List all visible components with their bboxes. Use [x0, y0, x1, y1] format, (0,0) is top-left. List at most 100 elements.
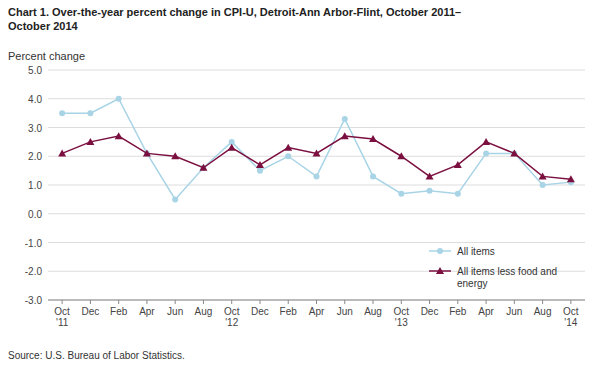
point [398, 191, 404, 197]
text-line: Aug [534, 306, 552, 317]
text-line: Oct [563, 306, 579, 317]
y-axis-label: Percent change [8, 50, 85, 62]
x-tick [288, 300, 289, 304]
text-line: Feb [280, 306, 298, 317]
point [369, 135, 377, 142]
source: Source: U.S. Bureau of Labor Statistics. [8, 350, 185, 361]
x-tick-label: Aug [534, 306, 552, 317]
text-line: Jun [167, 306, 183, 317]
legend-marker [437, 248, 443, 254]
grid-line [48, 213, 585, 214]
legend-label: All items less food andenergy [457, 266, 557, 289]
x-tick-label: Dec [421, 306, 439, 317]
text-line: Dec [81, 306, 99, 317]
point [397, 152, 405, 159]
x-tick-label: Aug [364, 306, 382, 317]
point [116, 96, 122, 102]
grid-line [48, 185, 585, 186]
x-tick [373, 300, 374, 304]
x-tick-label: Oct'14 [563, 306, 579, 328]
text-line: October 2014 [8, 20, 79, 32]
x-tick-label: Jun [167, 306, 183, 317]
point [427, 188, 433, 194]
grid [48, 70, 585, 300]
x-tick [514, 300, 515, 304]
point [256, 161, 264, 168]
text-line: Dec [421, 306, 439, 317]
y-tick-label: -1.0 [25, 238, 43, 249]
point [285, 153, 291, 159]
series-line [62, 136, 571, 179]
point [199, 164, 207, 171]
x-tick-label: Jun [506, 306, 522, 317]
x-tick-label: Oct'11 [54, 306, 70, 328]
point [228, 144, 236, 151]
y-tick-label: -3.0 [25, 295, 43, 306]
grid-line [48, 127, 585, 128]
point [58, 149, 66, 156]
point [314, 173, 320, 179]
x-tick [175, 300, 176, 304]
x-tick-label: Feb [449, 306, 467, 317]
text-line: Aug [364, 306, 382, 317]
point [511, 150, 517, 156]
y-tick-label: 1.0 [28, 180, 42, 191]
text-line: energy [457, 278, 488, 289]
point [143, 149, 151, 156]
point [370, 173, 376, 179]
legend-label: All items [457, 246, 495, 257]
plot-area [58, 96, 575, 203]
text-line: '14 [564, 317, 577, 328]
y-tick-label: 0.0 [28, 209, 42, 220]
point [510, 149, 518, 156]
point [567, 175, 575, 182]
y-tick-label: 4.0 [28, 94, 42, 105]
background [0, 0, 595, 367]
x-tick [316, 300, 317, 304]
text-line: Oct [224, 306, 240, 317]
grid-line [48, 98, 585, 99]
x-tick-label: Apr [139, 306, 155, 317]
text-line: Jun [506, 306, 522, 317]
text-line: '11 [56, 317, 69, 328]
text-line: Oct [394, 306, 410, 317]
x-tick [90, 300, 91, 304]
text-line: Dec [251, 306, 269, 317]
point [540, 182, 546, 188]
point [171, 152, 179, 159]
x-tick [231, 300, 232, 304]
x-tick [146, 300, 147, 304]
grid-line [48, 242, 585, 243]
x-tick-label: Apr [309, 306, 325, 317]
x-tick [259, 300, 260, 304]
point [115, 132, 123, 139]
point [284, 144, 292, 151]
text-line: Apr [309, 306, 325, 317]
x-tick [401, 300, 402, 304]
x-tick [570, 300, 571, 304]
y-tick-label: 2.0 [28, 151, 42, 162]
x-tick [429, 300, 430, 304]
x-tick-label: Oct'12 [224, 306, 240, 328]
x-tick [344, 300, 345, 304]
series-line [62, 99, 571, 200]
y-tick-label: 3.0 [28, 123, 42, 134]
text-line: Oct [54, 306, 70, 317]
x-tick-label: Aug [195, 306, 213, 317]
text-line: All items [457, 246, 495, 257]
legend-marker [436, 267, 444, 274]
text-line: '12 [225, 317, 238, 328]
point [342, 116, 348, 122]
point [483, 150, 489, 156]
point [341, 132, 349, 139]
x-tick [486, 300, 487, 304]
point [59, 110, 65, 116]
x-tick-label: Dec [251, 306, 269, 317]
point [455, 191, 461, 197]
legend: All items All items less food andenergy [429, 246, 557, 289]
text-line: Aug [195, 306, 213, 317]
x-tick [62, 300, 63, 304]
point [313, 149, 321, 156]
x-tick-label: Feb [110, 306, 128, 317]
x-tick [203, 300, 204, 304]
